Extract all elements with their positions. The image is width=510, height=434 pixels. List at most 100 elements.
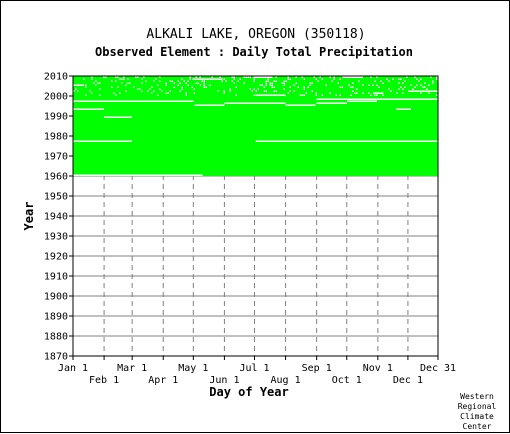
missing-speckle	[409, 84, 412, 86]
missing-speckle	[229, 90, 231, 92]
missing-speckle	[221, 80, 223, 82]
missing-speckle	[133, 86, 135, 88]
missing-speckle	[119, 92, 121, 94]
missing-speckle	[333, 78, 336, 80]
missing-speckle	[217, 90, 219, 92]
missing-speckle	[181, 88, 183, 90]
missing-speckle	[151, 92, 153, 94]
missing-speckle	[401, 82, 404, 84]
missing-speckle	[225, 80, 227, 82]
y-axis-label: Year	[22, 202, 36, 231]
missing-speckle	[329, 76, 332, 78]
missing-speckle	[231, 74, 233, 76]
missing-speckle	[285, 74, 288, 76]
missing-speckle	[177, 80, 179, 82]
missing-speckle	[185, 74, 187, 76]
missing-speckle	[303, 88, 306, 90]
missing-speckle	[263, 90, 266, 92]
missing-speckle	[433, 90, 436, 92]
missing-speckle	[333, 76, 336, 78]
missing-speckle	[283, 84, 286, 86]
missing-speckle	[183, 80, 185, 82]
missing-speckle	[267, 74, 270, 76]
missing-speckle	[259, 84, 262, 86]
missing-speckle	[153, 80, 155, 82]
missing-speckle	[351, 74, 354, 76]
missing-speckles	[73, 74, 440, 96]
x-tick-label: Feb 1	[89, 375, 119, 386]
missing-speckle	[181, 86, 183, 88]
missing-speckle	[265, 90, 268, 92]
x-axis-label: Day of Year	[209, 385, 288, 399]
missing-speckle	[115, 76, 117, 78]
missing-speckle	[283, 74, 286, 76]
missing-speckle	[303, 78, 306, 80]
missing-speckle	[367, 92, 370, 94]
missing-speckle	[189, 76, 191, 78]
missing-speckle	[427, 92, 430, 94]
missing-speckle	[295, 76, 298, 78]
missing-segment	[316, 98, 438, 100]
missing-speckle	[247, 74, 249, 76]
missing-speckle	[423, 82, 426, 84]
missing-speckle	[267, 80, 270, 82]
missing-segment	[342, 76, 363, 78]
missing-speckle	[385, 78, 388, 80]
missing-speckle	[187, 84, 189, 86]
missing-speckle	[185, 94, 187, 96]
missing-speckle	[267, 78, 270, 80]
missing-speckle	[253, 78, 255, 80]
missing-speckle	[435, 94, 438, 96]
missing-speckle	[357, 80, 360, 82]
missing-speckle	[349, 74, 352, 76]
missing-speckle	[309, 84, 312, 86]
missing-speckle	[229, 74, 231, 76]
missing-speckle	[261, 84, 264, 86]
missing-speckle	[381, 82, 384, 84]
missing-speckle	[283, 80, 286, 82]
missing-speckle	[113, 92, 115, 94]
x-tick-label: Sep 1	[302, 363, 332, 374]
missing-speckle	[125, 84, 127, 86]
missing-speckle	[173, 82, 175, 84]
missing-speckle	[203, 82, 205, 84]
missing-speckle	[253, 94, 255, 96]
missing-speckle	[171, 80, 173, 82]
missing-speckle	[273, 90, 276, 92]
missing-speckle	[381, 94, 384, 96]
missing-speckle	[115, 80, 117, 82]
missing-speckle	[75, 88, 77, 90]
missing-speckle	[297, 86, 300, 88]
missing-speckle	[419, 78, 422, 80]
missing-speckle	[355, 76, 358, 78]
missing-speckle	[315, 78, 318, 80]
missing-speckle	[169, 90, 171, 92]
missing-speckle	[93, 82, 95, 84]
missing-speckle	[255, 90, 257, 92]
missing-speckle	[217, 74, 219, 76]
missing-speckle	[273, 80, 276, 82]
y-tick-label: 1910	[44, 272, 68, 283]
missing-speckle	[361, 84, 364, 86]
missing-speckle	[413, 74, 416, 76]
y-tick-label: 1870	[44, 352, 68, 363]
missing-speckle	[413, 76, 416, 78]
missing-speckle	[165, 84, 167, 86]
missing-speckle	[339, 78, 342, 80]
missing-speckle	[193, 92, 195, 94]
missing-speckle	[169, 74, 171, 76]
missing-speckle	[427, 84, 430, 86]
missing-speckle	[293, 84, 296, 86]
missing-speckle	[159, 76, 161, 78]
missing-data	[73, 76, 438, 176]
missing-speckle	[355, 88, 358, 90]
missing-speckle	[349, 94, 352, 96]
missing-speckle	[223, 74, 225, 76]
missing-speckle	[127, 78, 129, 80]
y-tick-label: 2000	[44, 92, 68, 103]
missing-segment	[73, 100, 133, 102]
credit: Western Regional Climate Center	[458, 392, 497, 431]
missing-speckle	[141, 90, 143, 92]
missing-speckle	[151, 86, 153, 88]
missing-speckle	[121, 78, 123, 80]
